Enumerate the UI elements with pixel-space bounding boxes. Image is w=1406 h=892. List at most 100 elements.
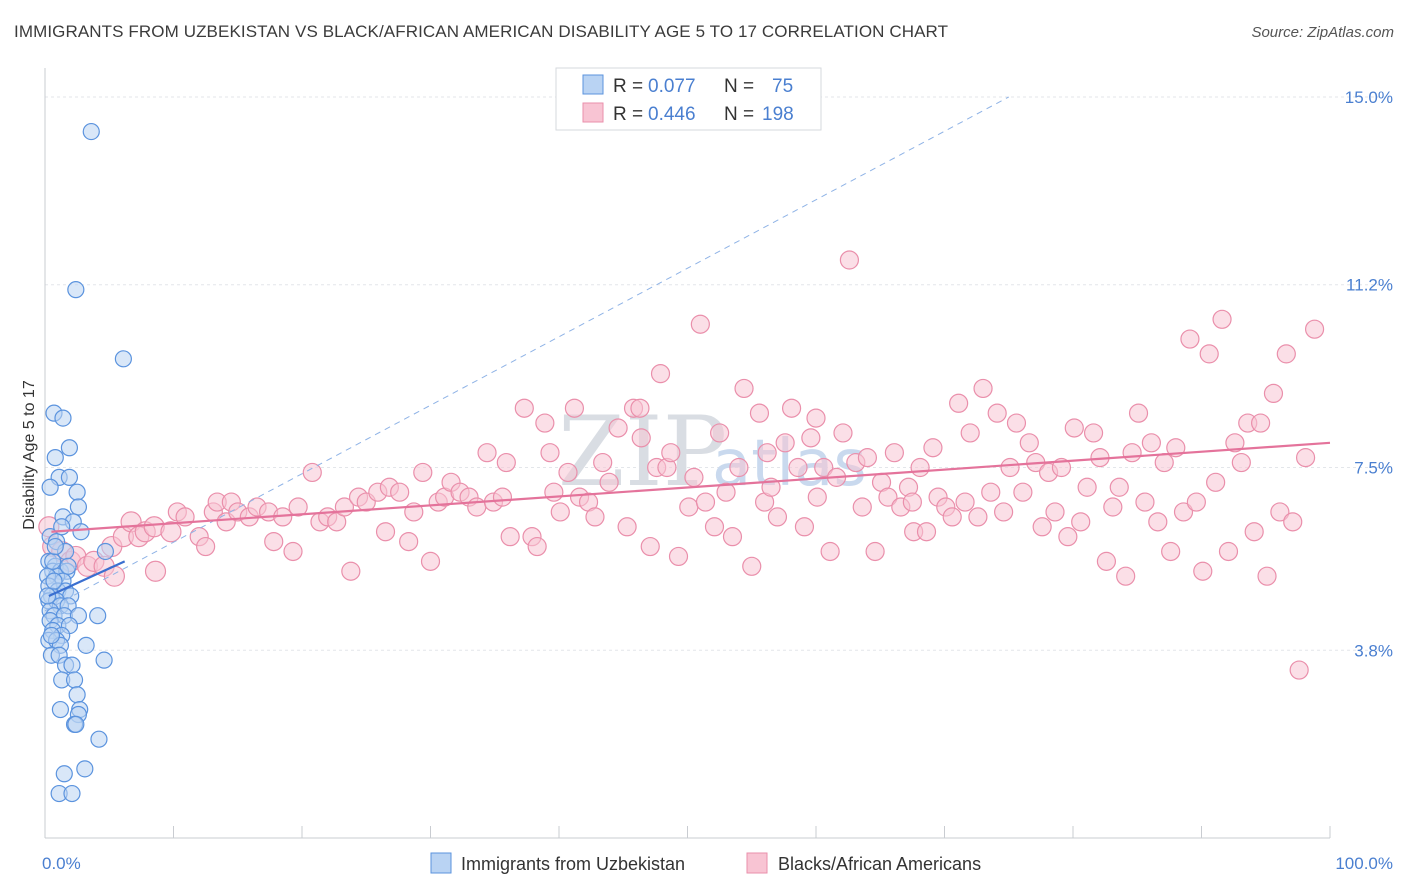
point-uzbekistan-8 — [60, 468, 79, 486]
x-tick-label-0: 0.0% — [42, 854, 81, 873]
point-blacks-105 — [814, 457, 834, 478]
y-axis-label: Disability Age 5 to 17 — [21, 380, 38, 530]
point-blacks-159 — [1161, 541, 1181, 562]
point-blacks-45 — [399, 531, 419, 552]
y-tick-label-1: 7.5% — [1354, 459, 1393, 478]
point-blacks-92 — [729, 457, 749, 478]
point-blacks-143 — [1058, 527, 1078, 547]
point-blacks-173 — [1251, 413, 1271, 433]
point-blacks-100 — [781, 398, 802, 418]
point-blacks-157 — [1148, 512, 1168, 532]
point-blacks-182 — [757, 443, 777, 463]
point-uzbekistan-4 — [54, 409, 72, 427]
point-uzbekistan-10 — [41, 478, 59, 496]
point-uzbekistan-74 — [42, 626, 61, 645]
source-label: Source: ZipAtlas.com — [1251, 24, 1394, 41]
point-blacks-20 — [196, 536, 216, 557]
point-blacks-33 — [302, 462, 322, 483]
point-blacks-127 — [955, 492, 975, 512]
point-uzbekistan-9 — [68, 483, 86, 501]
point-blacks-29 — [264, 531, 284, 552]
point-uzbekistan-61 — [67, 715, 85, 733]
point-blacks-95 — [749, 403, 770, 423]
point-blacks-161 — [1173, 502, 1194, 522]
point-blacks-142 — [1051, 457, 1072, 478]
point-blacks-106 — [820, 541, 840, 562]
point-blacks-113 — [865, 541, 885, 562]
point-blacks-130 — [973, 378, 993, 399]
point-blacks-57 — [492, 487, 513, 507]
point-blacks-172 — [1244, 522, 1264, 542]
point-uzbekistan-67 — [44, 552, 62, 570]
point-blacks-93 — [734, 378, 754, 399]
point-blacks-146 — [1077, 477, 1097, 497]
point-blacks-42 — [375, 522, 396, 542]
point-blacks-89 — [710, 423, 730, 443]
point-blacks-88 — [704, 517, 725, 537]
point-blacks-64 — [540, 443, 560, 463]
axes — [44, 68, 1331, 839]
point-blacks-104 — [807, 487, 827, 507]
point-blacks-133 — [994, 502, 1014, 522]
point-blacks-154 — [1128, 403, 1149, 423]
point-blacks-151 — [1109, 477, 1129, 497]
point-blacks-86 — [690, 314, 710, 334]
y-tick-label-0: 3.8% — [1354, 641, 1393, 660]
y-tick-label-2: 11.2% — [1346, 276, 1393, 295]
legend-r-label-2: R = — [613, 104, 643, 125]
point-blacks-90 — [716, 482, 736, 502]
point-blacks-72 — [593, 452, 613, 473]
point-blacks-125 — [942, 507, 962, 527]
y-tick-labels: 3.8% 7.5% 11.2% 15.0% — [1345, 88, 1393, 660]
point-blacks-65 — [544, 482, 564, 502]
point-uzbekistan-63 — [55, 765, 73, 783]
point-uzbekistan-55 — [65, 671, 84, 689]
point-blacks-183 — [806, 408, 826, 428]
point-blacks-135 — [1006, 413, 1027, 433]
point-blacks-111 — [852, 497, 872, 517]
grid-lines — [45, 96, 1390, 651]
x-tick-labels: 0.0% 100.0% — [42, 854, 1393, 873]
point-blacks-15 — [144, 560, 167, 582]
legend-n-value-1: 75 — [772, 76, 793, 97]
point-blacks-163 — [1186, 492, 1206, 512]
point-uzbekistan-73 — [72, 523, 90, 541]
point-blacks-164 — [1193, 561, 1213, 581]
point-blacks-62 — [527, 536, 547, 557]
legend-n-value-2: 198 — [762, 104, 794, 125]
point-blacks-63 — [535, 413, 555, 433]
point-blacks-77 — [631, 428, 651, 448]
point-uzbekistan-51 — [95, 651, 113, 669]
point-blacks-78 — [640, 536, 660, 557]
point-uzbekistan-5 — [60, 439, 79, 457]
point-blacks-168 — [1218, 541, 1239, 562]
point-blacks-98 — [767, 507, 788, 527]
point-uzbekistan-39 — [89, 607, 107, 625]
bottom-legend-label-blacks: Blacks/African Americans — [778, 854, 981, 874]
point-uzbekistan-11 — [69, 498, 88, 516]
point-blacks-149 — [1096, 551, 1117, 571]
point-blacks-153 — [1122, 443, 1142, 463]
point-blacks-74 — [608, 418, 628, 438]
legend-swatch-pink — [582, 102, 604, 123]
bottom-legend-label-uzbekistan: Immigrants from Uzbekistan — [461, 854, 685, 874]
point-blacks-120 — [910, 457, 930, 478]
legend-n-label-2: N = — [724, 104, 754, 125]
point-uzbekistan-64 — [76, 760, 94, 778]
legend-n-label-1: N = — [724, 76, 754, 97]
point-blacks-99 — [775, 433, 795, 453]
point-uzbekistan-66 — [63, 784, 81, 803]
point-blacks-83 — [668, 546, 689, 567]
bottom-legend-swatch-blue — [430, 852, 452, 874]
point-blacks-155 — [1135, 492, 1155, 512]
point-blacks-141 — [1045, 502, 1065, 522]
point-uzbekistan-17 — [96, 542, 114, 561]
point-blacks-129 — [968, 507, 988, 527]
point-blacks-75 — [617, 517, 637, 537]
point-blacks-84 — [679, 497, 699, 517]
point-uzbekistan-70 — [38, 587, 57, 605]
point-blacks-101 — [788, 457, 808, 478]
point-blacks-87 — [695, 492, 716, 512]
point-blacks-184 — [902, 492, 922, 512]
point-blacks-169 — [1225, 433, 1245, 453]
